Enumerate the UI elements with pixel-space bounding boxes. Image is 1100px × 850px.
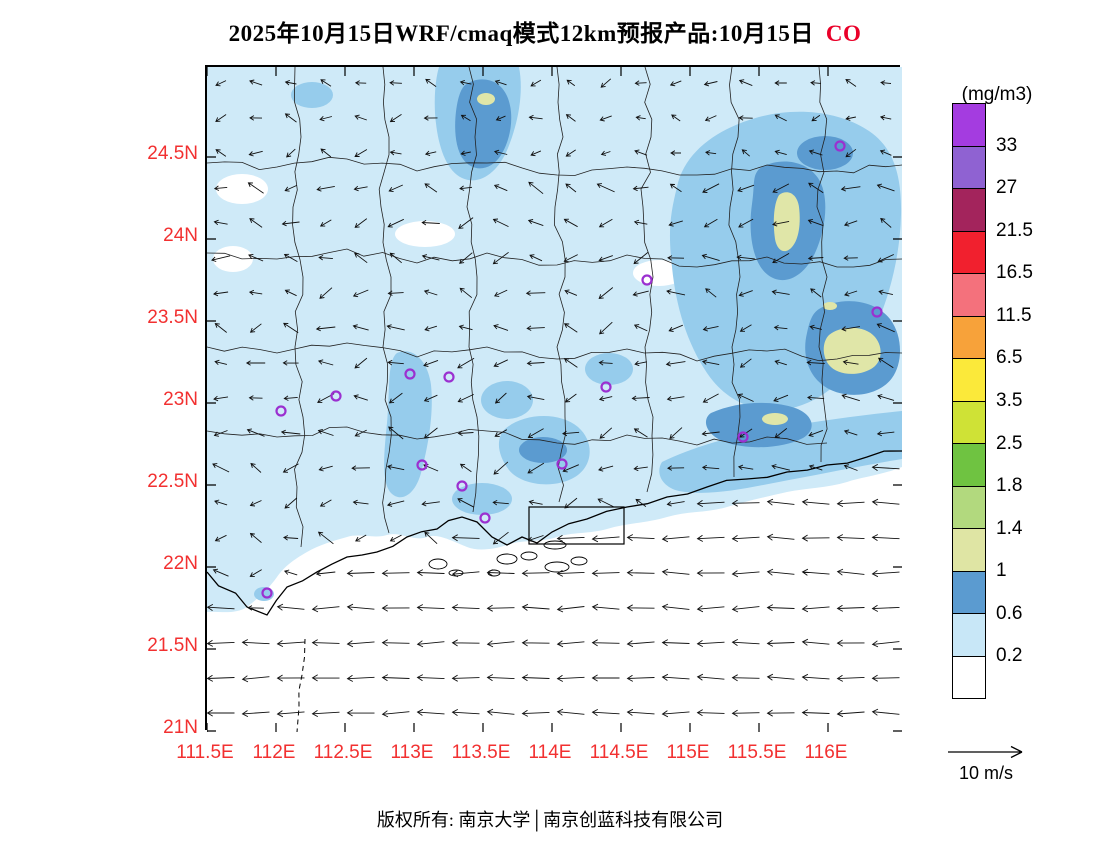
colorbar-level-label: 2.5 [996,432,1023,454]
forecast-map [207,67,902,732]
colorbar-box [953,444,985,487]
tick-layer [207,67,902,732]
city-marker [330,390,342,402]
colorbar-level-label: 1 [996,560,1007,582]
lon-label: 115E [666,742,710,763]
city-marker [443,371,455,383]
city-marker [261,587,273,599]
map-frame [205,65,902,732]
lon-label: 113.5E [451,742,511,763]
lat-label: 21.5N [147,635,198,656]
lat-label: 24.5N [147,143,198,164]
colorbar-box [953,189,985,232]
colorbar-box [953,316,985,359]
colorbar-box [953,401,985,444]
colorbar-level-label: 16.5 [996,262,1033,284]
colorbar-level-label: 33 [996,134,1018,156]
title-text: 2025年10月15日WRF/cmaq模式12km预报产品:10月15日 [228,21,814,46]
colorbar-box [953,359,985,402]
colorbar-level-label: 1.8 [996,475,1023,497]
colorbar-level-label: 0.2 [996,645,1023,667]
lon-label: 113E [390,742,434,763]
colorbar-level-label: 11.5 [996,304,1032,326]
boundary-layer [207,67,902,732]
city-marker [479,512,491,524]
lon-label: 116E [804,742,848,763]
legend-unit: (mg/m3) [961,84,1033,105]
title-species: CO [825,21,862,46]
lat-label: 21N [163,717,198,738]
colorbar-box [953,274,985,317]
city-marker [275,405,287,417]
colorbar-level-label: 0.6 [996,602,1023,624]
colorbar-level-label: 21.5 [996,219,1033,241]
city-marker [871,306,883,318]
colorbar-level-label: 6.5 [996,347,1023,369]
city-marker [600,381,612,393]
colorbar-box [953,656,985,698]
copyright-text: 版权所有: 南京大学│南京创蓝科技有限公司 [376,810,724,830]
page-title: 2025年10月15日WRF/cmaq模式12km预报产品:10月15日 CO [0,14,1090,48]
lon-label: 112E [252,742,296,763]
colorbar-box [953,146,985,189]
city-marker-layer [261,140,883,599]
colorbar-box [953,614,985,657]
lon-label: 114E [528,742,572,763]
lon-label: 115.5E [727,742,787,763]
city-marker [456,480,468,492]
city-marker [834,140,846,152]
lat-label: 22.5N [147,471,198,492]
lat-label: 23N [163,389,198,410]
lon-label: 112.5E [313,742,373,763]
city-marker [556,458,568,470]
colorbar [952,103,986,699]
lat-label: 24N [163,225,198,246]
lon-label: 114.5E [589,742,649,763]
contour-fill-layer [207,67,902,732]
wind-scale-label: 10 m/s [958,763,1014,783]
colorbar-box [953,529,985,572]
colorbar-box [953,104,985,147]
city-marker [416,459,428,471]
colorbar-box [953,231,985,274]
colorbar-box [953,571,985,614]
wind-arrow-layer [207,78,900,718]
city-marker [737,431,749,443]
colorbar-box [953,486,985,529]
lat-label: 22N [163,553,198,574]
city-marker [641,274,653,286]
wind-scale-arrow-icon [948,745,1023,759]
lat-label: 23.5N [147,307,198,328]
colorbar-level-label: 3.5 [996,390,1023,411]
colorbar-level-label: 1.4 [996,517,1023,539]
lon-label: 111.5E [176,742,234,763]
colorbar-level-label: 27 [996,177,1018,199]
city-marker [404,368,416,380]
